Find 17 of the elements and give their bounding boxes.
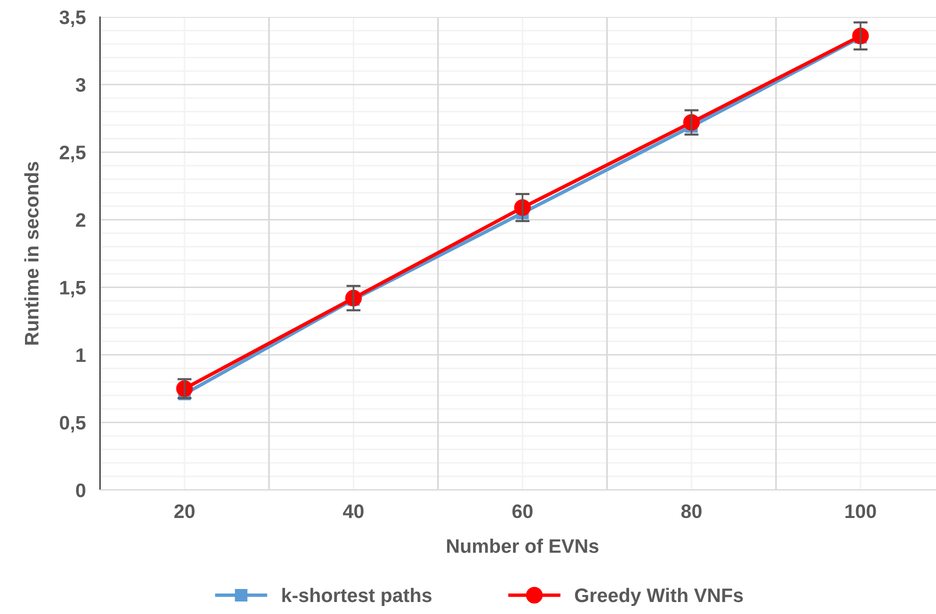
y-tick-label: 1,5: [60, 280, 86, 298]
x-axis-title: Number of EVNs: [447, 538, 598, 553]
x-tick-label: 60: [512, 504, 533, 518]
legend-label: Greedy With VNFs: [575, 588, 743, 606]
x-tick-label: 80: [681, 504, 702, 518]
x-tick-label: 20: [174, 504, 195, 518]
x-tick-label: 40: [342, 504, 364, 518]
y-tick-label: 3,5: [60, 10, 86, 28]
y-tick-label: 2: [76, 213, 86, 227]
y-tick-label: 1: [76, 348, 86, 362]
y-tick-label: 3: [76, 78, 86, 92]
x-tick-label: 100: [846, 504, 876, 518]
legend-label: k-shortest paths: [282, 588, 432, 606]
y-axis-title: Runtime in seconds: [24, 162, 39, 345]
y-tick-label: 0: [76, 483, 86, 498]
y-tick-label: 2,5: [60, 146, 86, 162]
y-tick-label: 0,5: [60, 416, 86, 432]
